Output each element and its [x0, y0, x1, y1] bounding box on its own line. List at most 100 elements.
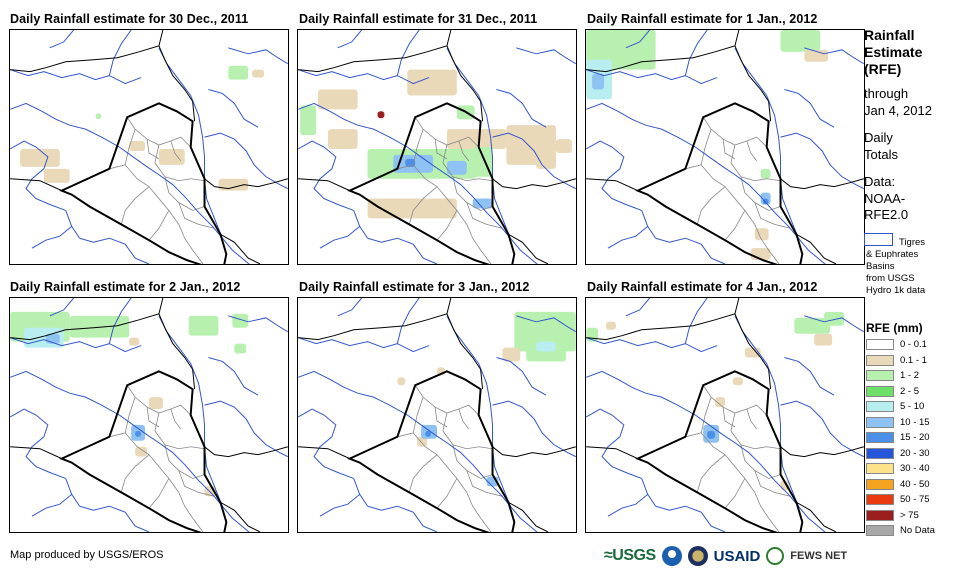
sidebar-totals: Daily Totals: [864, 130, 898, 162]
partner-logos: ≈USGS USAID FEWS NET: [604, 543, 847, 569]
legend-swatch: [866, 509, 894, 521]
province-border: [458, 408, 470, 430]
province-border: [164, 444, 205, 479]
province-border: [442, 144, 493, 182]
province-border: [109, 164, 126, 170]
province-border: [702, 385, 767, 416]
legend-swatch: [866, 385, 894, 397]
country-border: [492, 446, 576, 458]
province-border: [466, 224, 492, 264]
river-line: [496, 357, 547, 396]
river-line: [684, 298, 708, 344]
river-line: [10, 337, 142, 353]
rainfall-patch: [129, 141, 146, 151]
rainfall-patch: [407, 69, 457, 96]
river-line: [49, 30, 75, 49]
rainfall-patch: [149, 397, 163, 410]
country-border: [298, 178, 350, 192]
river-line: [298, 370, 511, 507]
map-panel-4: [9, 297, 289, 533]
panel-title-4: Daily Rainfall estimate for 2 Jan., 2012: [10, 280, 241, 294]
province-border: [722, 407, 736, 428]
river-line: [804, 315, 864, 333]
river-line: [10, 408, 81, 507]
province-border: [170, 140, 182, 162]
province-border: [696, 186, 726, 225]
river-line: [228, 47, 288, 65]
country-border: [492, 178, 576, 190]
iraq-border: [347, 370, 516, 532]
legend-label: 15 - 20: [900, 432, 930, 443]
country-border: [298, 30, 452, 73]
country-border: [586, 30, 740, 73]
river-line: [367, 237, 438, 264]
rainfall-patch: [794, 317, 831, 334]
rainfall-patch: [129, 337, 140, 346]
province-border: [434, 407, 448, 428]
country-border: [298, 446, 350, 460]
river-line: [516, 315, 576, 333]
river-line: [446, 47, 511, 239]
rainfall-patch: [472, 198, 493, 209]
rainfall-patch: [20, 148, 60, 167]
province-border: [746, 408, 758, 430]
river-line: [780, 400, 864, 458]
province-border: [124, 397, 180, 493]
fews-globe-icon: [766, 547, 785, 565]
map-panel-5: [297, 297, 577, 533]
legend-label: 0.1 - 1: [900, 354, 927, 366]
river-line: [586, 408, 657, 507]
rainfall-patch: [135, 430, 142, 437]
river-line: [298, 337, 430, 353]
legend-swatch: [866, 370, 894, 381]
legend-label: 5 - 10: [900, 401, 925, 412]
province-border: [178, 492, 204, 532]
panel-title-5: Daily Rainfall estimate for 3 Jan., 2012: [299, 280, 530, 294]
rainfall-patch: [135, 446, 148, 457]
province-border: [120, 454, 150, 493]
country-border: [10, 298, 164, 341]
rainfall-patch: [555, 139, 572, 153]
province-border: [754, 224, 780, 264]
legend-swatch: [866, 478, 894, 490]
map-svg: [586, 30, 864, 264]
river-line: [780, 132, 864, 190]
basin-legend-line3: Basins: [866, 261, 895, 272]
legend-swatch: [866, 494, 894, 505]
iraq-border: [635, 102, 804, 264]
province-border: [700, 397, 756, 493]
rainfall-patch: [526, 347, 566, 362]
river-line: [784, 357, 835, 396]
province-border: [154, 412, 205, 450]
legend-label: 20 - 30: [900, 447, 930, 459]
river-line: [396, 298, 420, 344]
river-line: [298, 69, 430, 85]
map-credit: Map produced by USGS/EROS: [10, 549, 164, 561]
river-line: [509, 237, 538, 264]
legend-label: 50 - 75: [900, 494, 930, 505]
province-border: [412, 397, 468, 493]
province-border: [148, 478, 170, 509]
river-line: [158, 315, 223, 507]
river-line: [607, 493, 648, 517]
river-line: [337, 298, 363, 317]
river-line: [625, 298, 651, 317]
doi-seal-icon: [687, 546, 708, 566]
province-border: [452, 444, 493, 479]
basin-legend-line5: Hydro 1k data: [866, 285, 926, 296]
legend-swatch: [866, 447, 894, 459]
province-border: [730, 144, 781, 182]
province-border: [408, 454, 438, 493]
country-border: [204, 446, 288, 458]
basin-legend-swatch: [864, 233, 893, 246]
river-line: [108, 30, 132, 76]
rainfall-patch: [707, 430, 716, 439]
map-svg: [298, 30, 576, 264]
country-border: [10, 30, 164, 73]
river-line: [797, 237, 826, 264]
river-line: [319, 225, 360, 249]
rainfall-patch: [158, 148, 185, 165]
rainfall-patch: [300, 105, 317, 136]
province-border: [436, 478, 458, 509]
province-border: [148, 210, 170, 241]
